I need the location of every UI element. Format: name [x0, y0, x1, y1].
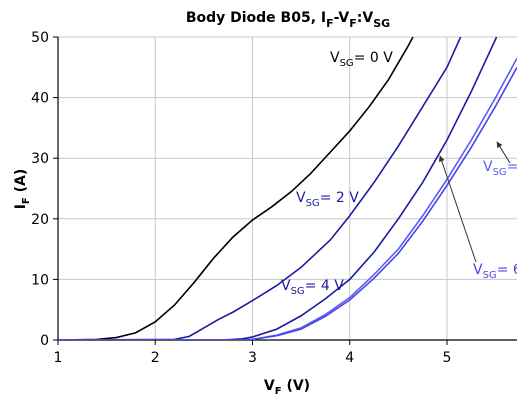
subscript: SG [493, 167, 507, 178]
data-line [58, 37, 498, 340]
x-tick-label: 1 [54, 350, 63, 366]
annotation-arrow [438, 155, 477, 263]
y-tick-label: 30 [31, 151, 49, 167]
text-part: V [483, 159, 493, 175]
x-tick-label: 2 [151, 350, 160, 366]
text-part: :V [357, 10, 374, 26]
subscript: F [21, 197, 32, 204]
subscript: F [326, 17, 334, 30]
data-line [58, 37, 414, 340]
y-tick-label: 40 [31, 91, 49, 107]
y-tick-label: 10 [31, 272, 49, 288]
x-axis-label: VF (V) [264, 378, 310, 397]
text-part: V [473, 262, 483, 278]
y-tick-label: 0 [40, 333, 49, 349]
subscript: SG [340, 58, 354, 69]
x-tick-label: 4 [345, 350, 354, 366]
subscript: F [275, 386, 282, 397]
text-part: (V) [282, 378, 311, 394]
chart-title: Body Diode B05, IF-VF:VSG [186, 10, 390, 30]
text-part: Body Diode B05, I [186, 10, 326, 26]
text-part: = 6 [497, 262, 517, 278]
series-label: VSG= 0 V [330, 50, 393, 69]
text-part: V [330, 50, 340, 66]
subscript: F [349, 17, 357, 30]
subscript: SG [306, 198, 320, 209]
x-tick-label: 5 [443, 350, 452, 366]
text-part: V [296, 190, 306, 206]
text-part: -V [334, 10, 350, 26]
annotation-arrow [496, 141, 511, 164]
text-part: = 0 V [354, 50, 394, 66]
series-label: VSG= 6 [473, 262, 517, 281]
text-part: (A) [13, 169, 29, 198]
series-label: VSG= [483, 159, 517, 178]
text-part: = 4 V [305, 278, 345, 294]
text-part: = 2 V [320, 190, 360, 206]
series-label: VSG= 4 V [281, 278, 344, 297]
subscript: SG [373, 17, 390, 30]
text-part: V [264, 378, 275, 394]
data-line [58, 66, 517, 340]
y-tick-label: 20 [31, 212, 49, 228]
y-tick-label: 50 [31, 30, 49, 46]
data-line [58, 57, 517, 340]
data-line [58, 37, 462, 340]
series-label: VSG= 2 V [296, 190, 359, 209]
text-part: V [281, 278, 291, 294]
y-axis-label: IF (A) [13, 169, 32, 210]
text-part: I [13, 204, 29, 209]
subscript: SG [483, 270, 497, 281]
x-tick-label: 3 [248, 350, 257, 366]
subscript: SG [291, 286, 305, 297]
text-part: = [507, 159, 517, 175]
